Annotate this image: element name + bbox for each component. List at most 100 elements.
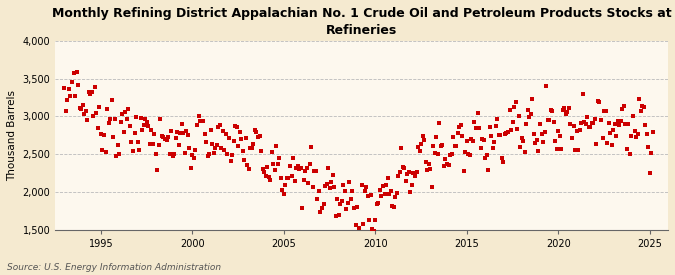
Point bbox=[572, 148, 583, 152]
Point bbox=[452, 131, 463, 135]
Point bbox=[126, 140, 137, 145]
Point bbox=[71, 70, 82, 74]
Point bbox=[209, 150, 219, 155]
Point bbox=[593, 99, 603, 103]
Point bbox=[202, 153, 213, 158]
Point bbox=[466, 137, 477, 141]
Point bbox=[531, 138, 542, 143]
Point bbox=[512, 127, 522, 131]
Point bbox=[565, 122, 576, 126]
Point bbox=[492, 117, 503, 122]
Point bbox=[364, 218, 375, 223]
Point bbox=[275, 175, 286, 180]
Point bbox=[283, 176, 294, 180]
Point bbox=[483, 168, 493, 173]
Point bbox=[170, 135, 181, 140]
Point bbox=[117, 112, 128, 116]
Point bbox=[294, 167, 304, 171]
Point bbox=[484, 125, 495, 129]
Point bbox=[468, 139, 479, 143]
Point bbox=[551, 147, 562, 151]
Point bbox=[330, 214, 341, 218]
Point bbox=[622, 147, 632, 151]
Point bbox=[161, 138, 172, 142]
Point bbox=[300, 169, 310, 173]
Point bbox=[629, 129, 640, 133]
Point bbox=[97, 148, 108, 153]
Point bbox=[480, 156, 491, 161]
Point bbox=[440, 156, 451, 161]
Point bbox=[246, 145, 257, 150]
Point bbox=[612, 119, 623, 123]
Point bbox=[412, 145, 423, 149]
Point bbox=[601, 141, 612, 145]
Point bbox=[614, 122, 624, 127]
Point bbox=[222, 152, 233, 156]
Point bbox=[256, 149, 267, 153]
Point bbox=[62, 98, 73, 102]
Point bbox=[175, 131, 186, 135]
Point bbox=[79, 112, 90, 116]
Point bbox=[332, 197, 343, 202]
Point bbox=[124, 124, 135, 128]
Point bbox=[645, 170, 655, 175]
Point bbox=[63, 87, 74, 91]
Point bbox=[238, 149, 248, 153]
Point bbox=[536, 132, 547, 136]
Point bbox=[297, 205, 308, 210]
Point bbox=[418, 138, 429, 142]
Point bbox=[204, 152, 215, 156]
Point bbox=[377, 184, 388, 188]
Point bbox=[519, 150, 530, 155]
Point bbox=[326, 180, 337, 184]
Point bbox=[267, 150, 277, 154]
Point bbox=[559, 106, 570, 110]
Point bbox=[382, 176, 393, 181]
Point bbox=[217, 129, 228, 133]
Point bbox=[111, 154, 122, 158]
Point bbox=[210, 145, 221, 150]
Point bbox=[317, 206, 327, 210]
Point bbox=[196, 118, 207, 123]
Point bbox=[348, 206, 359, 210]
Point bbox=[73, 83, 84, 87]
Point bbox=[416, 142, 427, 146]
Point bbox=[646, 151, 657, 155]
Point bbox=[582, 114, 593, 119]
Point bbox=[359, 189, 370, 193]
Point bbox=[200, 140, 211, 144]
Point bbox=[639, 104, 649, 109]
Point bbox=[370, 218, 381, 223]
Point bbox=[344, 180, 355, 184]
Point bbox=[269, 168, 280, 172]
Point bbox=[577, 92, 588, 97]
Point bbox=[456, 122, 466, 127]
Point bbox=[375, 187, 385, 192]
Title: Monthly Refining District Appalachian No. 1 Crude Oil and Petroleum Products Sto: Monthly Refining District Appalachian No… bbox=[52, 7, 672, 37]
Point bbox=[423, 162, 434, 166]
Point bbox=[454, 125, 464, 129]
Point bbox=[560, 112, 571, 116]
Point bbox=[578, 119, 589, 124]
Point bbox=[398, 165, 408, 170]
Point bbox=[547, 108, 558, 113]
Point bbox=[428, 144, 439, 148]
Point bbox=[100, 150, 111, 154]
Point bbox=[580, 121, 591, 126]
Point bbox=[411, 170, 422, 174]
Point bbox=[59, 86, 70, 90]
Point bbox=[353, 226, 364, 230]
Point bbox=[188, 156, 199, 160]
Point bbox=[333, 213, 344, 217]
Point bbox=[338, 183, 349, 187]
Point bbox=[566, 136, 577, 140]
Point bbox=[301, 166, 312, 170]
Point bbox=[309, 169, 320, 173]
Point bbox=[304, 162, 315, 166]
Point bbox=[321, 182, 332, 186]
Point bbox=[61, 109, 72, 113]
Point bbox=[138, 123, 149, 128]
Point bbox=[323, 166, 333, 170]
Point bbox=[443, 163, 454, 167]
Point bbox=[213, 125, 223, 129]
